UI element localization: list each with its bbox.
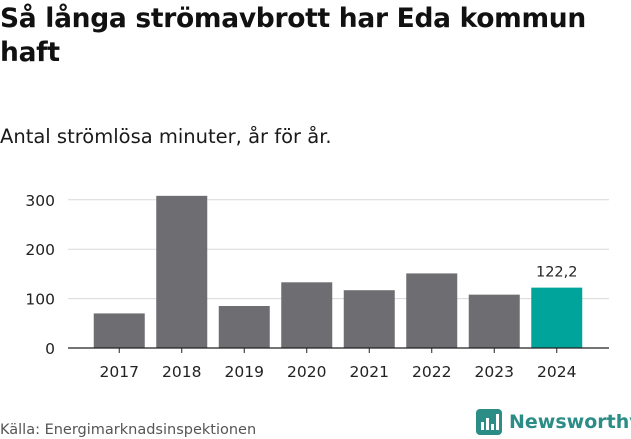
x-tick-label: 2023 [475,363,514,381]
x-tick-label: 2017 [100,363,139,381]
chart-title: Så långa strömavbrott har Eda kommun haf… [0,3,586,68]
bar [93,313,145,348]
brand-logo: Newsworthy [476,407,631,437]
x-tick-label: 2018 [162,363,201,381]
y-tick-label: 300 [25,192,55,210]
y-tick-label: 200 [25,241,55,259]
brand-name: Newsworthy [509,411,631,433]
bar [281,282,333,348]
data-label: 122,2 [536,265,578,281]
bar [343,290,395,348]
bar [468,294,520,348]
bar-chart: 0 100 200 300 2017 2018 2019 2020 2021 2022 2023 20… [25,192,609,381]
bar-highlight [531,287,583,348]
x-tick-label: 2021 [350,363,389,381]
bar [406,273,458,348]
bar-chart-logo-icon [476,409,502,435]
x-tick-label: 2019 [225,363,264,381]
bar [218,306,270,348]
x-tick-label: 2022 [412,363,451,381]
x-tick-label: 2024 [537,363,576,381]
bar [156,195,208,348]
chart-subtitle: Antal strömlösa minuter, år för år. [0,125,332,148]
y-tick-label: 0 [45,340,55,358]
y-tick-label: 100 [25,291,55,309]
x-tick-label: 2020 [287,363,326,381]
source-note: Källa: Energimarknadsinspektionen [0,422,257,438]
